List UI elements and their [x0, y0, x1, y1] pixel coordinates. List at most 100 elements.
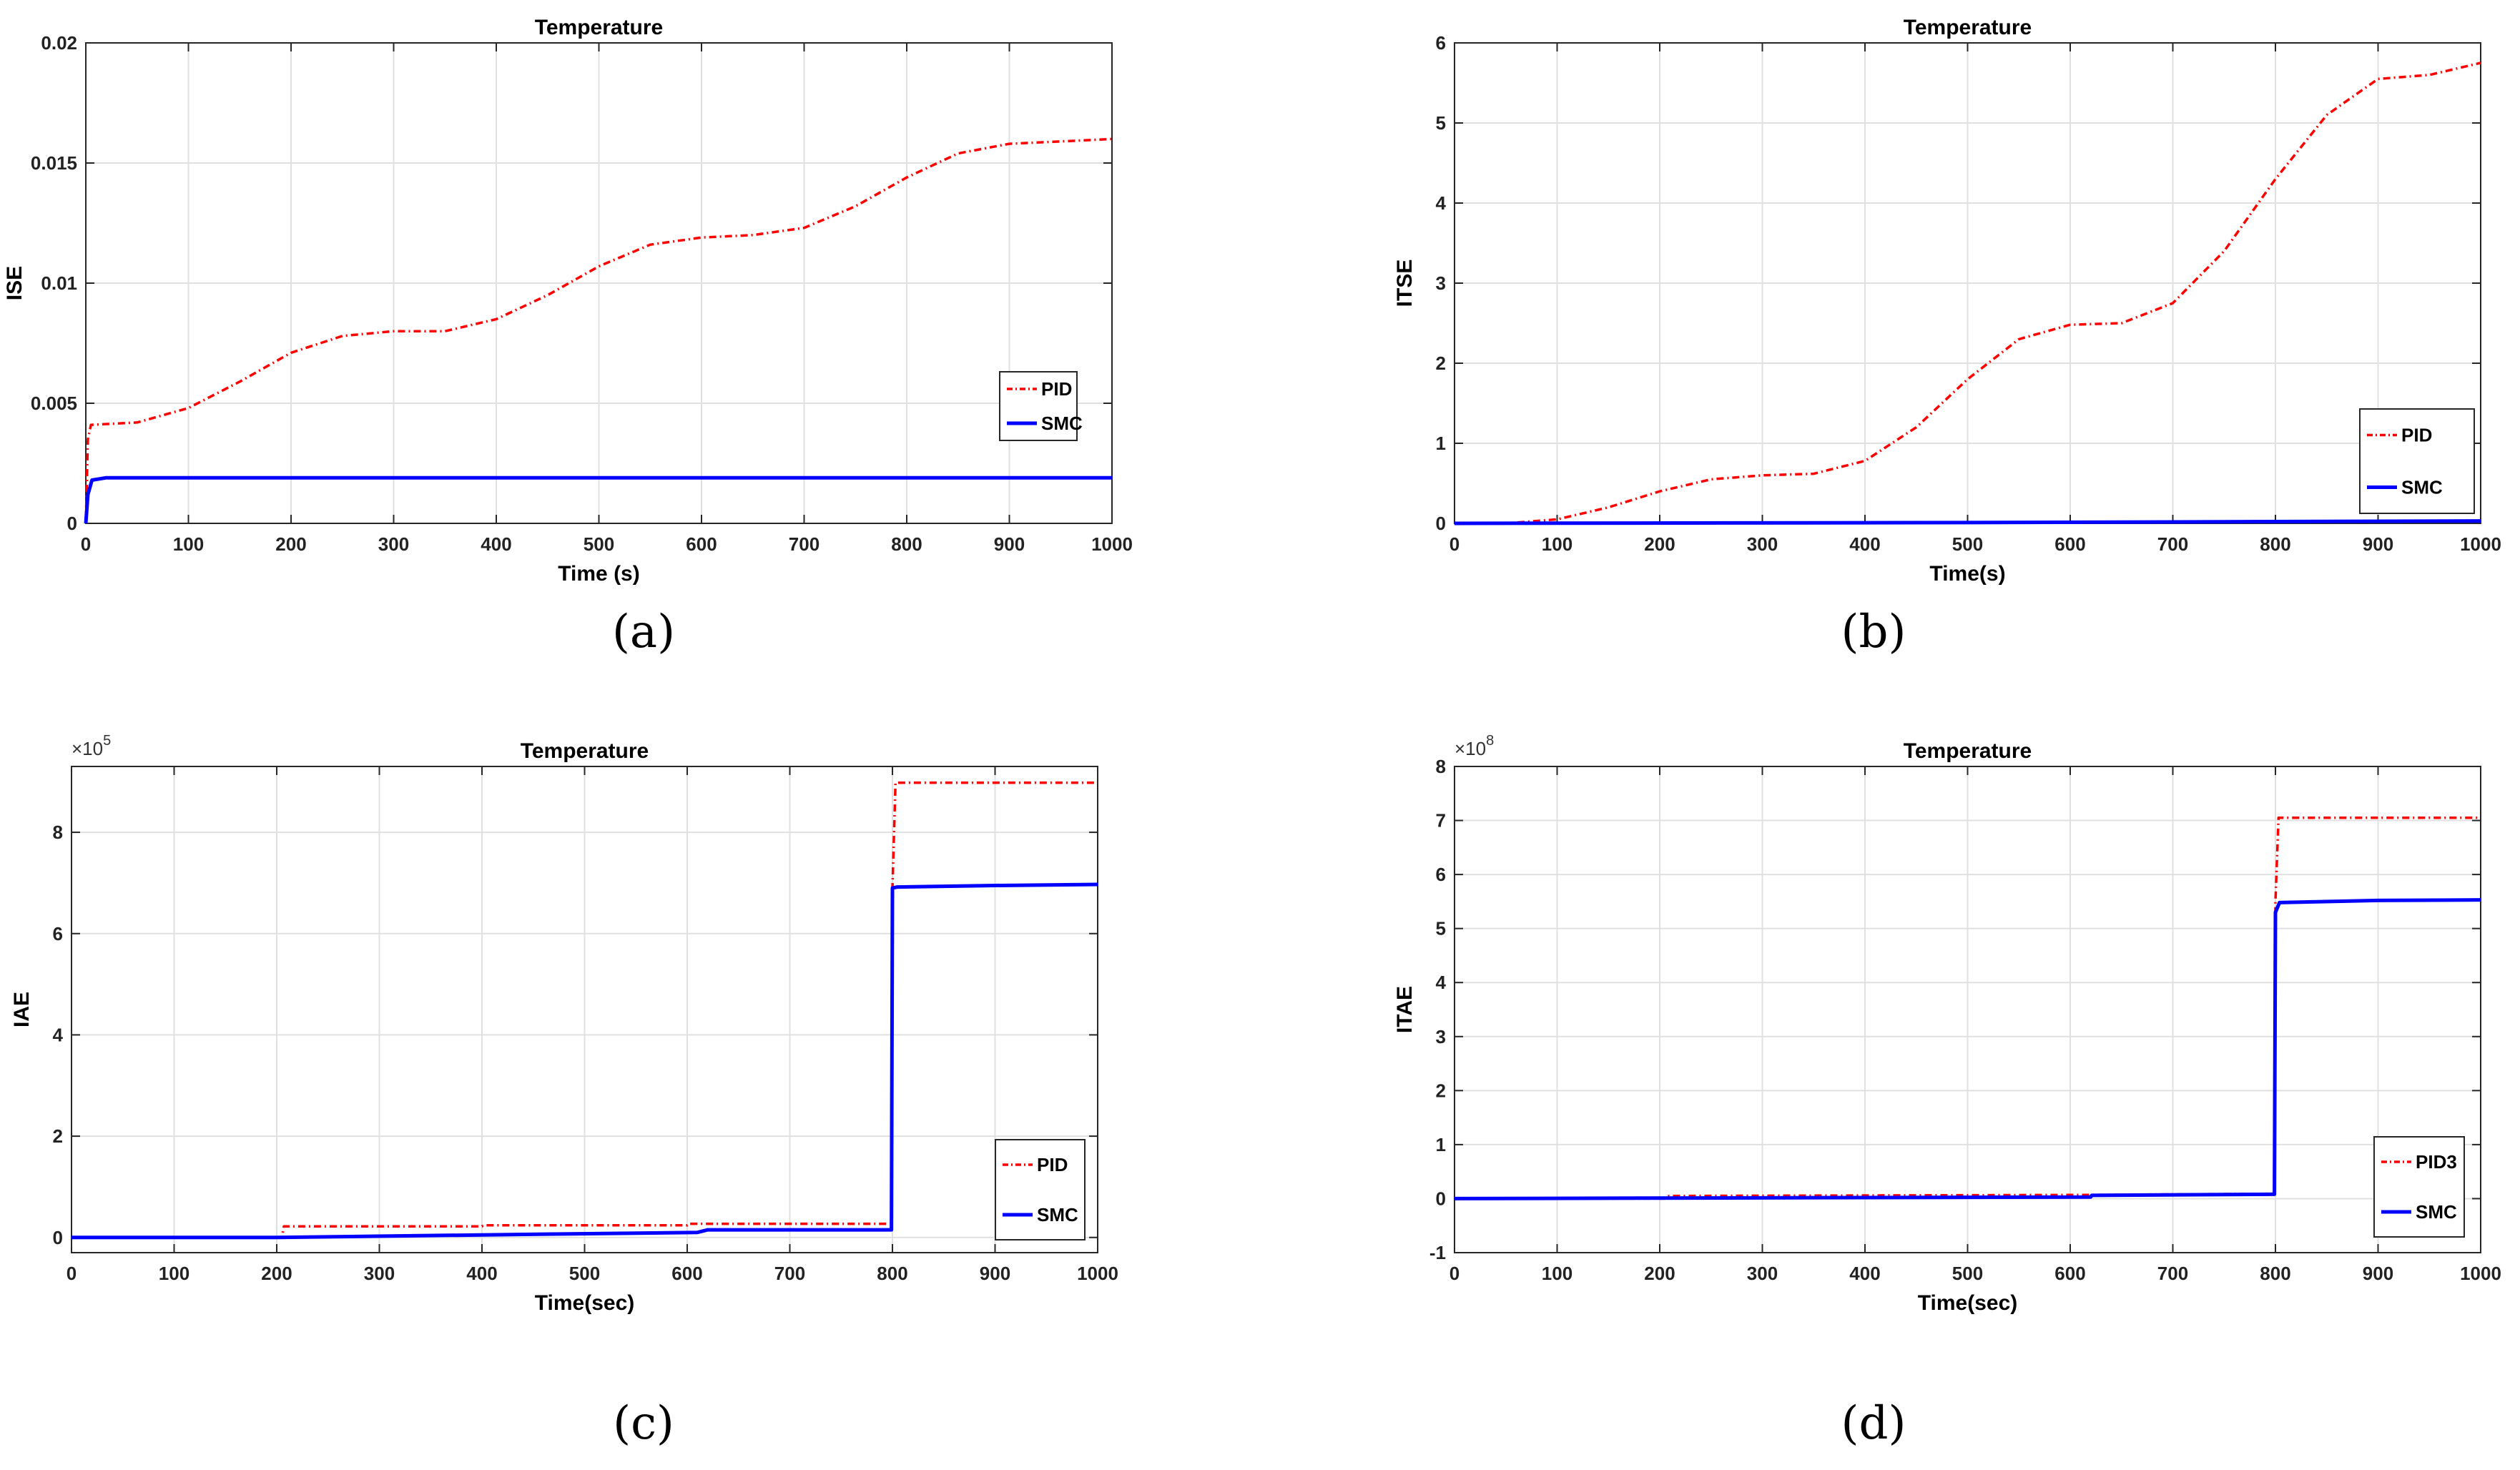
series-line-pid — [72, 781, 1098, 1239]
x-tick-label: 400 — [481, 533, 511, 555]
x-tick-label: 900 — [2363, 533, 2393, 555]
x-tick-label: 100 — [1542, 533, 1572, 555]
x-axis-label: Time(sec) — [535, 1291, 635, 1315]
x-tick-label: 800 — [891, 533, 922, 555]
y-tick-label: 4 — [53, 1024, 64, 1045]
x-tick-label: 500 — [584, 533, 614, 555]
legend: PID3 SMC — [2373, 1136, 2465, 1238]
series-line-smc — [84, 475, 1112, 524]
y-tick-label: 8 — [1436, 756, 1446, 777]
x-tick-label: 300 — [364, 1263, 395, 1284]
panel-label: (b) — [1841, 606, 1906, 658]
legend-label-pid: PID — [1041, 378, 1072, 400]
y-tick-label: 6 — [1436, 32, 1446, 54]
series-line-pid — [1455, 61, 2481, 525]
x-tick-label: 1000 — [1091, 533, 1133, 555]
legend-label-smc: SMC — [1037, 1204, 1078, 1225]
legend: PID SMC — [2359, 408, 2475, 514]
x-tick-label: 200 — [1644, 1263, 1675, 1284]
y-tick-label: 5 — [1436, 918, 1446, 939]
x-axis-label: Time(sec) — [1918, 1291, 2018, 1315]
y-axis-label: ITSE — [1393, 260, 1417, 307]
x-tick-label: 600 — [686, 533, 717, 555]
series-line-smc — [1454, 898, 2481, 1200]
x-axis-label: Time(s) — [1929, 562, 2005, 586]
y-tick-label: 0 — [1436, 513, 1446, 534]
legend-box — [995, 1139, 1086, 1240]
chart-panel-a: 0 100 200 300 400 500 600 700 800 900 1000 0 0.005 0.… — [3, 16, 1133, 658]
y-tick-label: 6 — [53, 923, 63, 944]
y-axis-exponent: ×108 — [1455, 733, 1494, 759]
chart-title: Temperature — [521, 739, 649, 763]
y-tick-label: 7 — [1436, 810, 1446, 832]
y-tick-label: 2 — [53, 1125, 63, 1147]
y-tick-label: 1 — [1436, 1134, 1446, 1155]
y-tick-label: 4 — [1436, 972, 1447, 993]
y-tick-label: 1 — [1436, 433, 1446, 454]
x-tick-label: 1000 — [2460, 533, 2501, 555]
y-tick-label: 0.005 — [31, 393, 77, 414]
x-tick-label: 100 — [173, 533, 204, 555]
y-tick-label: 8 — [53, 822, 63, 843]
x-tick-label: 200 — [261, 1263, 292, 1284]
x-tick-label: 0 — [1450, 533, 1460, 555]
chart-title: Temperature — [1904, 16, 2032, 39]
panel-label: (a) — [612, 606, 675, 658]
y-tick-label: 0 — [67, 513, 77, 534]
x-tick-label: 200 — [1644, 533, 1675, 555]
x-tick-label: 400 — [466, 1263, 497, 1284]
panel-label: (c) — [613, 1397, 674, 1450]
chart-title: Temperature — [535, 16, 664, 39]
x-tick-label: 0 — [67, 1263, 77, 1284]
legend-label-pid: PID — [1037, 1154, 1068, 1175]
x-tick-label: 400 — [1849, 1263, 1880, 1284]
x-tick-label: 700 — [2157, 533, 2188, 555]
y-tick-label: 2 — [1436, 1080, 1446, 1101]
x-tick-label: 300 — [1747, 1263, 1778, 1284]
x-tick-label: 300 — [378, 533, 409, 555]
series-line-smc — [72, 882, 1098, 1240]
y-tick-label: 0 — [53, 1227, 63, 1248]
legend-label-smc: SMC — [2416, 1201, 2457, 1223]
x-tick-label: 700 — [2157, 1263, 2188, 1284]
panel-label: (d) — [1841, 1397, 1906, 1450]
chart-title: Temperature — [1904, 739, 2032, 763]
x-tick-label: 300 — [1747, 533, 1778, 555]
x-tick-label: 500 — [569, 1263, 600, 1284]
y-tick-label: 0.02 — [41, 32, 77, 54]
chart-panel-b: 0 100 200 300 400 500 600 700 800 900 1000 0 1 2 3 4 5 6 T… — [1393, 16, 2501, 658]
y-axis-label: ITAE — [1393, 986, 1417, 1033]
y-tick-label: 6 — [1436, 864, 1446, 885]
x-axis-label: Time (s) — [558, 562, 639, 586]
x-tick-label: 200 — [275, 533, 306, 555]
x-tick-label: 400 — [1849, 533, 1880, 555]
y-tick-label: 0.01 — [41, 272, 77, 294]
x-tick-label: 500 — [1952, 1263, 1983, 1284]
y-tick-label: 5 — [1436, 112, 1446, 134]
x-tick-label: 500 — [1952, 533, 1983, 555]
y-axis-label: ISE — [3, 266, 26, 300]
x-tick-label: 100 — [1542, 1263, 1572, 1284]
legend: PID SMC — [995, 1139, 1086, 1240]
legend-label-smc: SMC — [1041, 413, 1083, 434]
y-tick-label: 4 — [1436, 192, 1447, 214]
x-tick-label: 800 — [877, 1263, 907, 1284]
x-tick-label: 0 — [81, 533, 91, 555]
x-tick-label: 700 — [789, 533, 820, 555]
y-tick-label: 3 — [1436, 1026, 1446, 1047]
x-tick-label: 800 — [2260, 1263, 2290, 1284]
x-tick-label: 600 — [2054, 533, 2085, 555]
x-tick-label: 900 — [980, 1263, 1010, 1284]
legend-box — [2373, 1136, 2465, 1238]
chart-panel-d: 0 100 200 300 400 500 600 700 800 900 1000-1012345… — [1393, 733, 2501, 1450]
legend-label-smc: SMC — [2401, 477, 2443, 498]
y-axis-exponent: ×105 — [72, 733, 111, 759]
legend-box — [999, 371, 1078, 441]
y-tick-label: 0.015 — [31, 152, 77, 174]
x-tick-label: 700 — [774, 1263, 805, 1284]
x-tick-label: 600 — [2054, 1263, 2085, 1284]
y-tick-label: 2 — [1436, 352, 1446, 374]
legend-label-pid3: PID3 — [2416, 1151, 2457, 1173]
x-tick-label: 900 — [994, 533, 1025, 555]
